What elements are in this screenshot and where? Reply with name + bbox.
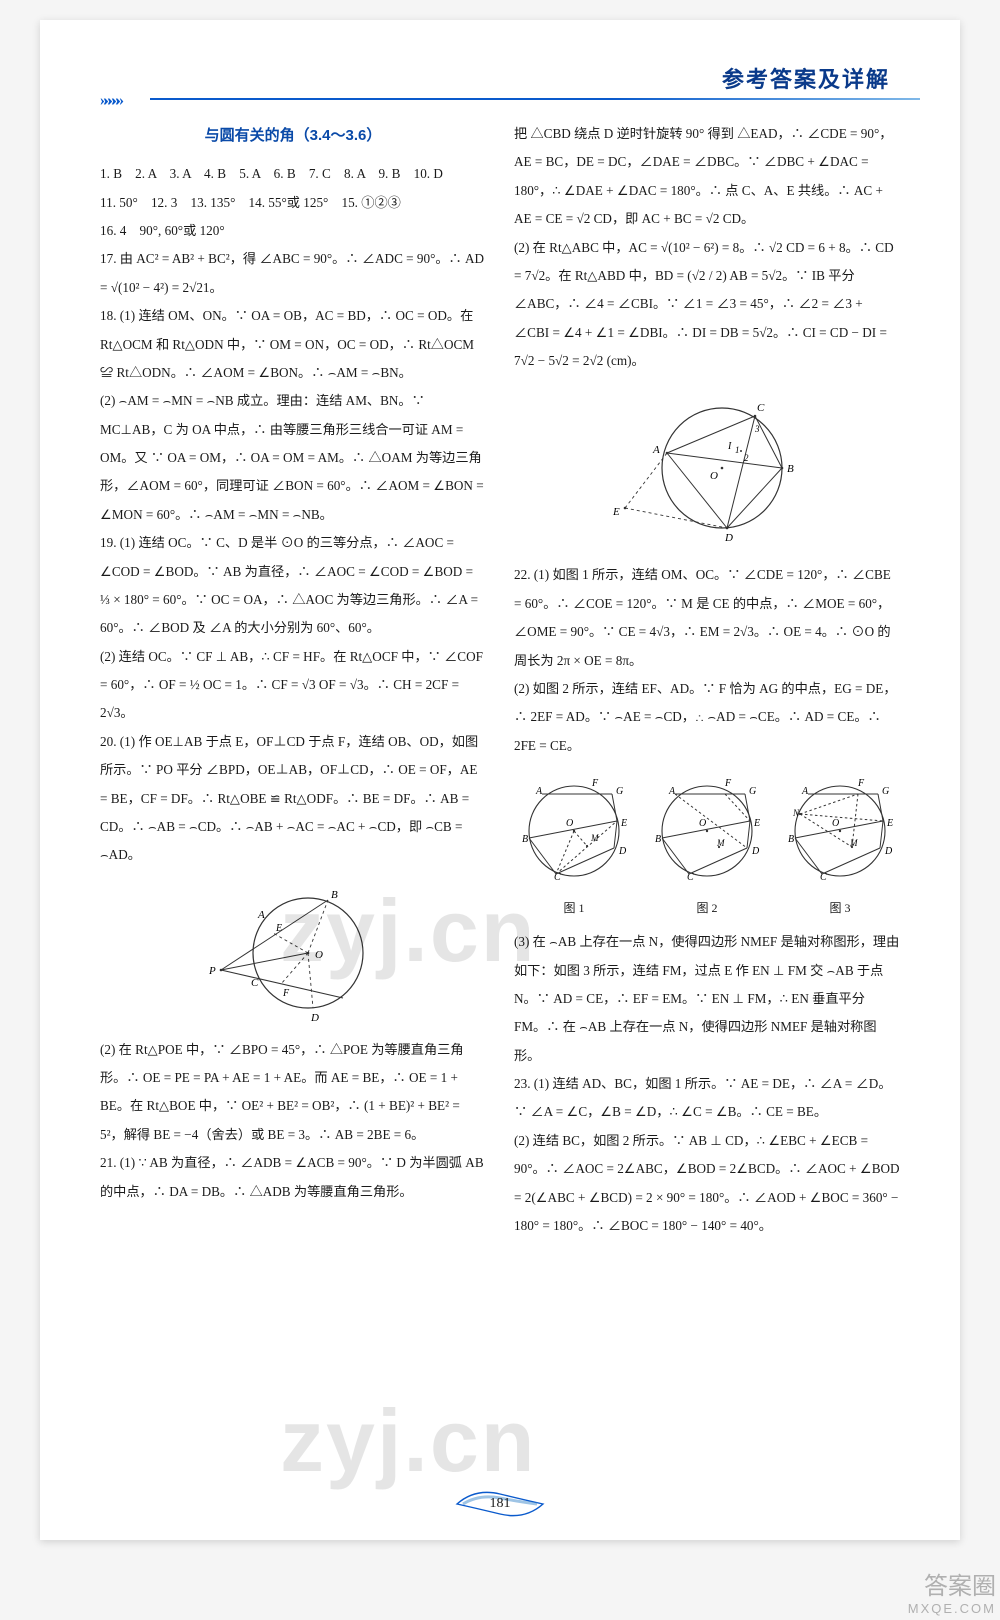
left-column: 与圆有关的角（3.4～3.6） 1. B 2. A 3. A 4. B 5. A… [100, 120, 486, 1240]
svg-text:F: F [724, 778, 732, 789]
q21-part2: (2) 在 Rt△ABC 中，AC = √(10² − 6²) = 8。∴ √2… [514, 234, 900, 376]
svg-text:F: F [282, 988, 290, 999]
fig2-caption: 图 2 [647, 896, 767, 922]
svg-text:A: A [652, 444, 660, 456]
header-rule [150, 98, 920, 100]
q21-diagram: O A B C D E [607, 383, 807, 553]
q21-rotation: 把 △CBD 绕点 D 逆时针旋转 90° 得到 △EAD，∴ ∠CDE = 9… [514, 120, 900, 234]
brand-url: MXQE.COM [908, 1601, 996, 1616]
q21-part1: 21. (1) ∵ AB 为直径，∴ ∠ADB = ∠ACB = 90°。∵ D… [100, 1149, 486, 1206]
page-header: 参考答案及详解 »»»»» [40, 40, 960, 110]
svg-text:P: P [208, 965, 216, 977]
svg-text:G: G [882, 786, 889, 797]
q20-part2: (2) 在 Rt△POE 中，∵ ∠BPO = 45°，∴ △POE 为等腰直角… [100, 1036, 486, 1150]
q19-part2: (2) 连结 OC。∵ CF ⊥ AB，∴ CF = HF。在 Rt△OCF 中… [100, 643, 486, 728]
answers-line-3: 16. 4 90°, 60°或 120° [100, 217, 486, 245]
watermark-2: zyj.cn [280, 1390, 537, 1492]
q19-part1: 19. (1) 连结 OC。∵ C、D 是半 ⊙O 的三等分点，∴ ∠AOC =… [100, 529, 486, 643]
q22-part1: 22. (1) 如图 1 所示，连结 OM、OC。∵ ∠CDE = 120°，∴… [514, 561, 900, 675]
right-column: 把 △CBD 绕点 D 逆时针旋转 90° 得到 △EAD，∴ ∠CDE = 9… [514, 120, 900, 1240]
footer-brand: 答案圈 MXQE.COM [908, 1566, 996, 1616]
content-columns: 与圆有关的角（3.4～3.6） 1. B 2. A 3. A 4. B 5. A… [40, 120, 960, 1240]
svg-text:O: O [832, 818, 839, 829]
svg-text:D: D [618, 846, 627, 857]
svg-text:A: A [668, 786, 676, 797]
svg-text:E: E [753, 818, 760, 829]
answers-line-2: 11. 50° 12. 3 13. 135° 14. 55°或 125° 15.… [100, 189, 486, 217]
svg-text:N: N [792, 808, 800, 818]
q22-fig1: O A F G B E D C M [514, 766, 634, 922]
q17: 17. 由 AC² = AB² + BC²，得 ∠ABC = 90°。∴ ∠AD… [100, 245, 486, 302]
svg-text:A: A [801, 786, 809, 797]
svg-text:O: O [315, 949, 323, 961]
q22-diagram-row: O A F G B E D C M [514, 766, 900, 922]
fig3-caption: 图 3 [780, 896, 900, 922]
svg-text:E: E [886, 818, 893, 829]
svg-text:E: E [620, 818, 627, 829]
header-title: 参考答案及详解 [722, 62, 890, 94]
svg-text:B: B [331, 889, 338, 901]
svg-text:B: B [655, 834, 661, 845]
svg-text:D: D [884, 846, 893, 857]
svg-text:D: D [310, 1012, 319, 1024]
svg-text:I: I [727, 441, 732, 452]
page: 参考答案及详解 »»»»» 与圆有关的角（3.4～3.6） 1. B 2. A … [40, 20, 960, 1540]
svg-text:O: O [710, 470, 718, 482]
svg-text:B: B [787, 463, 794, 475]
svg-text:E: E [275, 923, 282, 934]
svg-text:B: B [522, 834, 528, 845]
svg-text:C: C [757, 402, 765, 414]
q22-fig2: O A F G B E D C M [647, 766, 767, 922]
q22-part3: (3) 在 ⌢AB 上存在一点 N，使得四边形 NMEF 是轴对称图形，理由如下… [514, 928, 900, 1070]
svg-text:C: C [251, 977, 259, 989]
svg-text:M: M [716, 838, 725, 848]
svg-text:3: 3 [754, 424, 760, 434]
svg-text:F: F [857, 778, 865, 789]
svg-text:G: G [749, 786, 756, 797]
svg-text:E: E [612, 506, 620, 518]
svg-text:B: B [788, 834, 794, 845]
q22-part2: (2) 如图 2 所示，连结 EF、AD。∵ F 恰为 AG 的中点，EG = … [514, 675, 900, 760]
q20-diagram: O P A B C D E F [203, 878, 383, 1028]
page-number-badge: 181 [455, 1486, 545, 1522]
svg-text:F: F [591, 778, 599, 789]
brand-cn: 答案圈 [908, 1566, 996, 1601]
q18-part2: (2) ⌢AM = ⌢MN = ⌢NB 成立。理由：连结 AM、BN。∵ MC⊥… [100, 387, 486, 529]
q23-part1: 23. (1) 连结 AD、BC，如图 1 所示。∵ AE = DE，∴ ∠A … [514, 1070, 900, 1127]
page-number: 181 [455, 1486, 545, 1522]
svg-text:M: M [849, 838, 858, 848]
svg-text:A: A [535, 786, 543, 797]
q18-part1: 18. (1) 连结 OM、ON。∵ OA = OB，AC = BD，∴ OC … [100, 302, 486, 387]
fig1-caption: 图 1 [514, 896, 634, 922]
svg-text:1: 1 [735, 445, 740, 455]
svg-text:2: 2 [744, 453, 749, 463]
svg-text:G: G [616, 786, 623, 797]
q23-part2: (2) 连结 BC，如图 2 所示。∵ AB ⊥ CD，∴ ∠EBC + ∠EC… [514, 1127, 900, 1241]
svg-text:O: O [566, 818, 573, 829]
q22-fig3: O A F G B E D C M N [780, 766, 900, 922]
svg-text:D: D [751, 846, 760, 857]
svg-text:O: O [699, 818, 706, 829]
svg-text:A: A [257, 909, 265, 921]
q20-part1: 20. (1) 作 OE⊥AB 于点 E，OF⊥CD 于点 F，连结 OB、OD… [100, 728, 486, 870]
section-title: 与圆有关的角（3.4～3.6） [100, 120, 486, 152]
header-chevrons: »»»»» [100, 92, 120, 110]
answers-line-1: 1. B 2. A 3. A 4. B 5. A 6. B 7. C 8. A … [100, 160, 486, 188]
svg-text:D: D [724, 532, 733, 544]
